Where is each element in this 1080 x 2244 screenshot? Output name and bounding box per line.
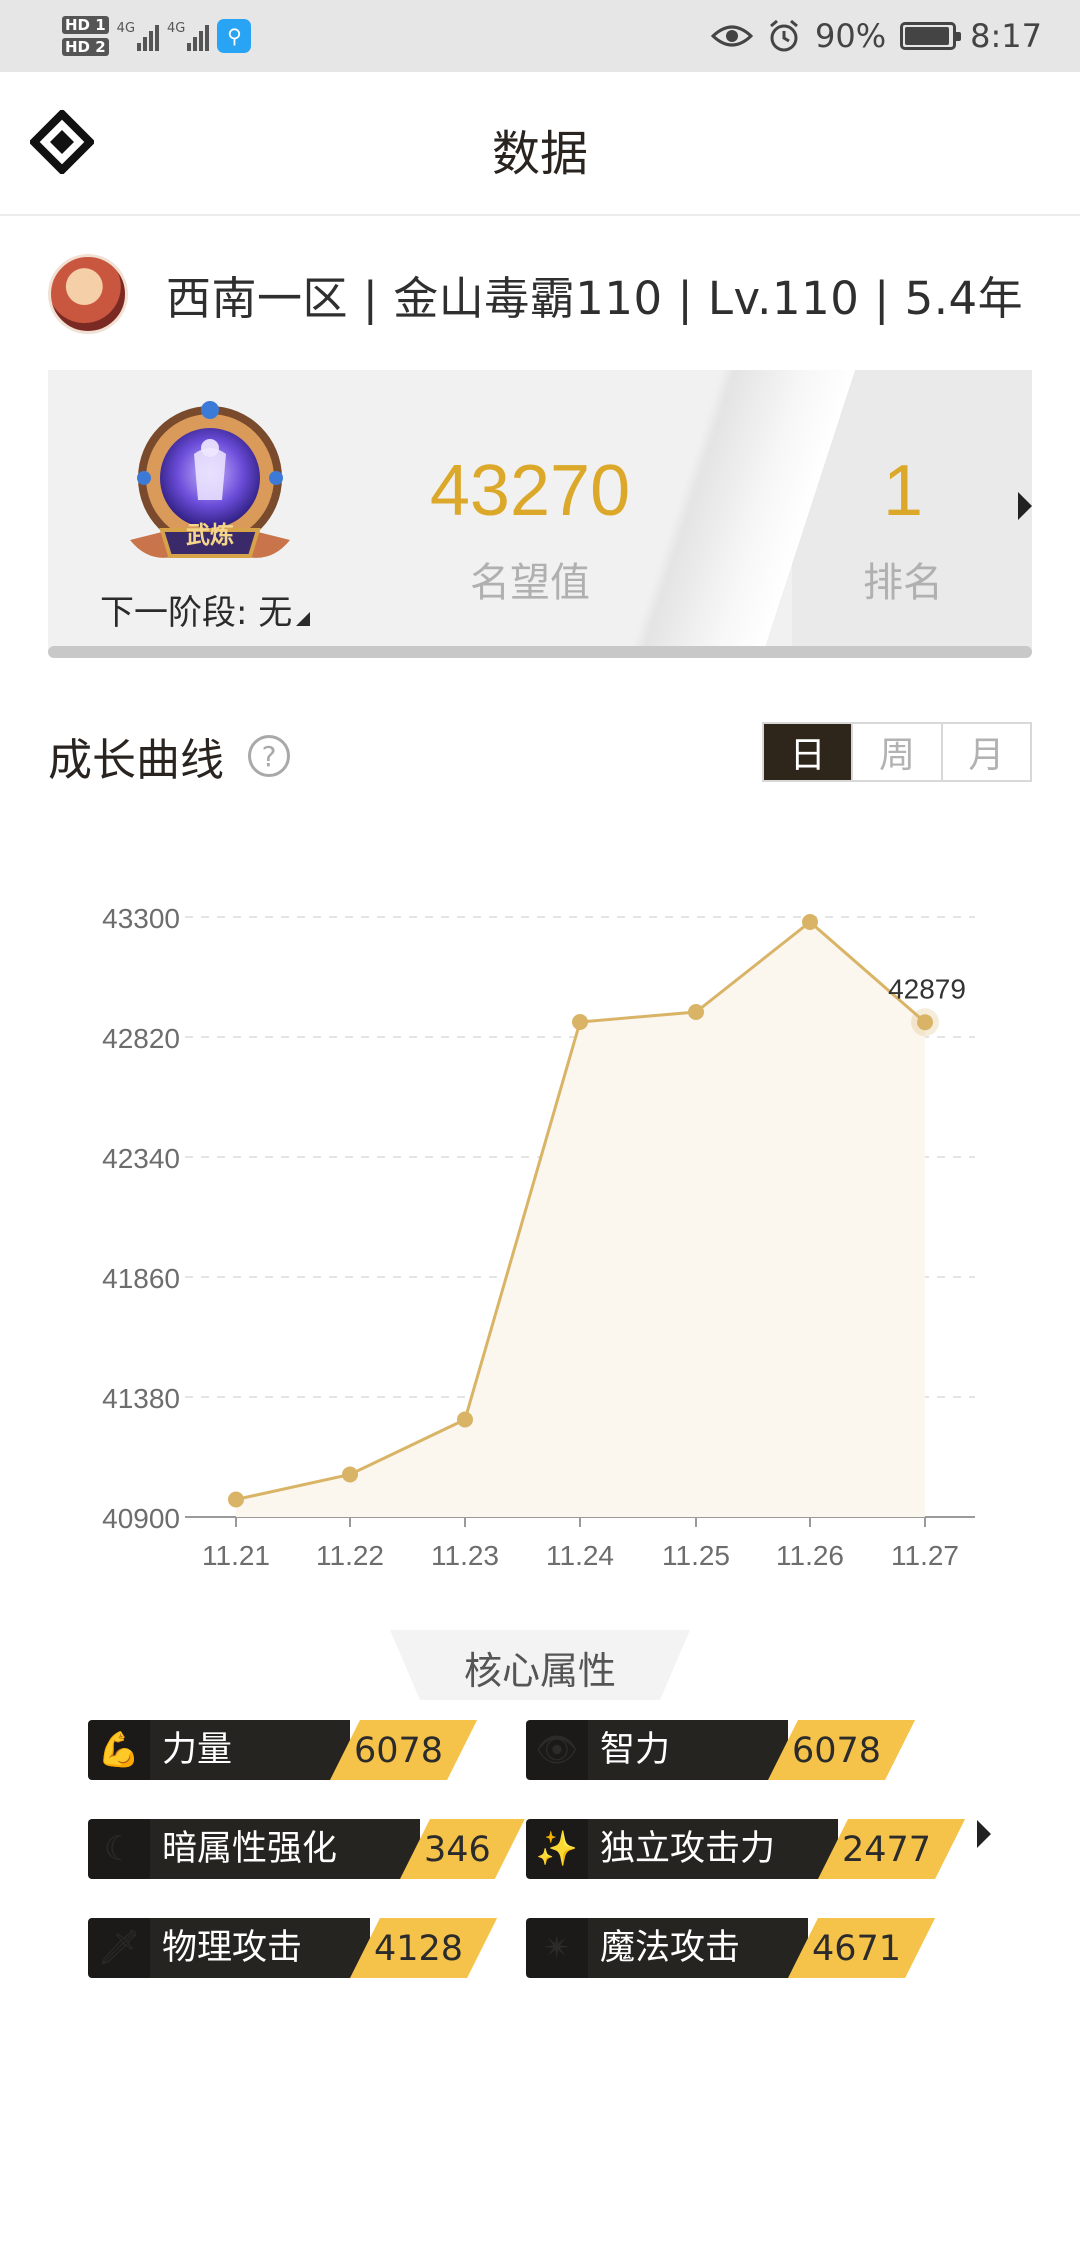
attribute-name: 物理攻击 [150, 1918, 370, 1978]
fist-icon: 💪 [88, 1720, 150, 1780]
x-tick-label: 11.23 [431, 1540, 499, 1571]
rank-value: 1 [882, 451, 924, 531]
card-scroll-indicator [48, 646, 1032, 658]
tab-day[interactable]: 日 [764, 724, 852, 780]
tab-week[interactable]: 周 [851, 724, 940, 780]
data-point [572, 1014, 588, 1030]
data-point [802, 914, 818, 930]
app-header: 数据 [0, 72, 1080, 216]
core-attributes-title: 核心属性 [463, 1649, 616, 1693]
core-attributes-header: 核心属性 [390, 1630, 690, 1700]
status-right: 90% 8:17 [711, 8, 1042, 64]
x-tick-label: 11.24 [546, 1540, 614, 1571]
network-type-1: 4G [116, 21, 136, 36]
attribute-value: 4128 [350, 1918, 497, 1978]
search-icon: ⚲ [217, 19, 252, 53]
attribute-value: 4671 [788, 1918, 935, 1978]
y-tick-label: 42820 [102, 1023, 180, 1054]
x-tick-label: 11.21 [202, 1540, 270, 1571]
eye-icon: 👁 [526, 1720, 588, 1780]
y-tick-label: 40900 [102, 1503, 180, 1534]
status-left: HD 1 HD 2 4G 4G ⚲ [62, 8, 252, 64]
user-info-text: 西南一区 | 金山毒霸110 | Lv.110 | 5.4年 [166, 271, 1024, 325]
page-title: 数据 [491, 126, 588, 182]
scythe-icon: ☾ [88, 1819, 150, 1879]
alarm-icon [770, 19, 798, 52]
battery-percent: 90% [815, 17, 887, 55]
user-info-row: 西南一区 | 金山毒霸110 | Lv.110 | 5.4年 [48, 252, 1023, 336]
battery-saver-icon [900, 22, 962, 50]
sparkle-icon: ✴ [526, 1918, 588, 1978]
y-tick-label: 41860 [102, 1263, 180, 1294]
core-tab-shape [390, 1630, 690, 1700]
reputation-value: 43270 [429, 451, 631, 531]
y-tick-label: 43300 [102, 903, 180, 934]
data-point [342, 1466, 358, 1483]
y-tick-label: 42340 [102, 1143, 180, 1174]
attribute-name: 暗属性强化 [150, 1819, 420, 1879]
attribute-value: 2477 [818, 1819, 965, 1879]
attribute-name: 智力 [588, 1720, 788, 1780]
avatar[interactable] [48, 254, 128, 334]
data-label: 42879 [888, 973, 966, 1004]
growth-chart: 40900 41380 41860 42340 42820 43300 11.21 11.22… [102, 903, 975, 1571]
corner-triangle-icon [296, 612, 311, 626]
clock: 8:17 [970, 17, 1042, 55]
sim1-label: HD 1 [62, 16, 109, 34]
badge-text: 武炼 [186, 521, 234, 549]
attribute-name: 力量 [150, 1720, 350, 1780]
sim2-label: HD 2 [62, 38, 109, 56]
x-tick-label: 11.26 [776, 1540, 844, 1571]
sword-sparkle-icon: ✨ [526, 1819, 588, 1879]
growth-title-text: 成长曲线 [48, 735, 224, 786]
tab-month[interactable]: 月 [940, 724, 1030, 780]
attribute-value: 6078 [330, 1720, 477, 1780]
card-arrow-icon[interactable] [1018, 492, 1032, 520]
eye-icon [711, 25, 754, 47]
reputation-card[interactable]: 武炼 下一阶段: 无 43270 名望值 1 排名 [48, 370, 1032, 652]
network-type-2: 4G [167, 21, 186, 36]
reputation-stat: 43270 名望值 [398, 450, 662, 608]
attribute-value: 6078 [768, 1720, 915, 1780]
next-stage-text: 下一阶段: 无 [100, 593, 293, 633]
data-point [228, 1491, 244, 1508]
x-tick-label: 11.27 [891, 1540, 959, 1571]
attribute-name: 独立攻击力 [588, 1819, 838, 1879]
period-segmented-control: 日 周 月 [762, 722, 1032, 782]
y-tick-label: 41380 [102, 1383, 180, 1414]
diamond-logo-icon[interactable] [30, 110, 94, 174]
x-tick-label: 11.25 [662, 1540, 730, 1571]
attribute-name: 魔法攻击 [588, 1918, 808, 1978]
signal-icon: 4G [116, 21, 160, 51]
status-bar: HD 1 HD 2 4G 4G ⚲ 90% 8:17 [0, 0, 1080, 72]
sword-icon: 🗡 [88, 1918, 150, 1978]
attr-arrow-icon[interactable] [977, 1820, 991, 1848]
rank-label: 排名 [863, 560, 943, 606]
rank-stat: 1 排名 [788, 450, 1018, 608]
x-tick-label: 11.22 [316, 1540, 384, 1571]
help-icon[interactable]: ? [248, 735, 290, 777]
growth-section-title: 成长曲线 ? [48, 724, 290, 788]
signal-icon: 4G [167, 21, 210, 51]
area-fill [236, 922, 925, 1517]
sim-indicators: HD 1 HD 2 [62, 16, 109, 56]
data-point [457, 1411, 473, 1428]
rank-badge-icon [130, 401, 290, 558]
data-point [917, 1014, 933, 1031]
reputation-label: 名望值 [470, 560, 590, 606]
next-stage-label[interactable]: 下一阶段: 无 [100, 585, 311, 634]
data-point [688, 1004, 704, 1020]
